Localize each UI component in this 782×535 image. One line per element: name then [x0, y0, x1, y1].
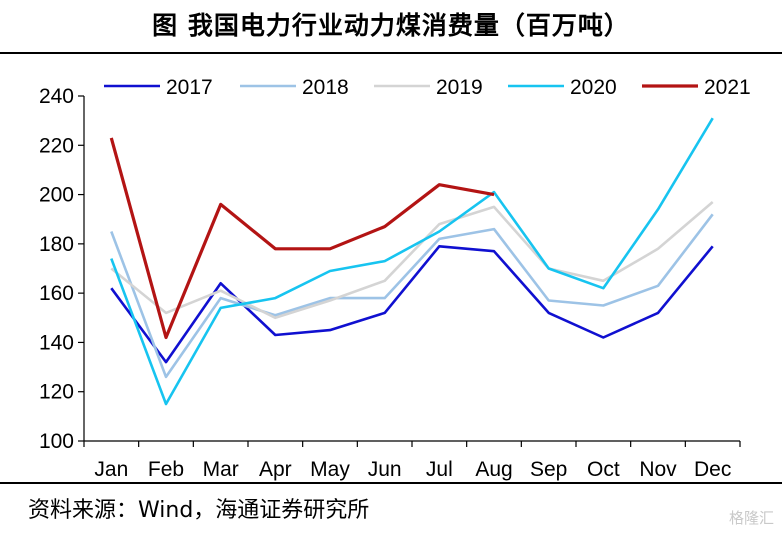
source-note: 资料来源：Wind，海通证券研究所	[28, 498, 370, 523]
y-tick-label: 240	[39, 85, 74, 108]
series-line-2017	[110, 245, 714, 364]
series-group	[109, 117, 714, 406]
y-tick-label: 140	[39, 331, 74, 354]
y-tick-label: 220	[39, 134, 74, 157]
x-tick-label: Jul	[426, 458, 453, 481]
line-chart: 2017 2018 2019 2020 2021 100 120 140 160 180 200 2…	[39, 76, 751, 481]
legend-label-2020: 2020	[570, 76, 617, 99]
y-tick-label: 120	[39, 381, 74, 404]
chart-title: 图 我国电力行业动力煤消费量（百万吨）	[152, 11, 630, 40]
y-tick-label: 160	[39, 282, 74, 305]
x-tick-label: Feb	[148, 458, 184, 481]
watermark-text: 格隆汇	[728, 509, 774, 527]
x-tick-label: Oct	[587, 458, 620, 481]
y-tick-label: 100	[39, 430, 74, 453]
y-tick-label: 200	[39, 184, 74, 207]
series-line-2018	[110, 213, 714, 379]
source-rule	[0, 482, 782, 484]
x-tick-label: Apr	[259, 458, 292, 481]
x-tick-label: Mar	[203, 458, 239, 481]
legend-label-2017: 2017	[166, 76, 213, 99]
x-tick-label: Sep	[530, 458, 567, 481]
legend: 2017 2018 2019 2020 2021	[104, 76, 751, 99]
x-tick-label: Aug	[475, 458, 512, 481]
series-line-2020	[110, 117, 714, 406]
x-tick-label: Nov	[639, 458, 677, 481]
axes: 100 120 140 160 180 200 220 240 Jan Feb Mar Apr May J…	[39, 85, 741, 481]
legend-label-2019: 2019	[436, 76, 483, 99]
legend-label-2021: 2021	[704, 76, 751, 99]
x-tick-label: Jun	[368, 458, 402, 481]
title-rule	[0, 52, 782, 54]
x-tick-label: May	[310, 458, 350, 481]
legend-label-2018: 2018	[302, 76, 349, 99]
x-tick-label: Dec	[694, 458, 731, 481]
series-line-2021	[109, 137, 495, 340]
x-tick-label: Jan	[94, 458, 128, 481]
y-tick-label: 180	[39, 233, 74, 256]
